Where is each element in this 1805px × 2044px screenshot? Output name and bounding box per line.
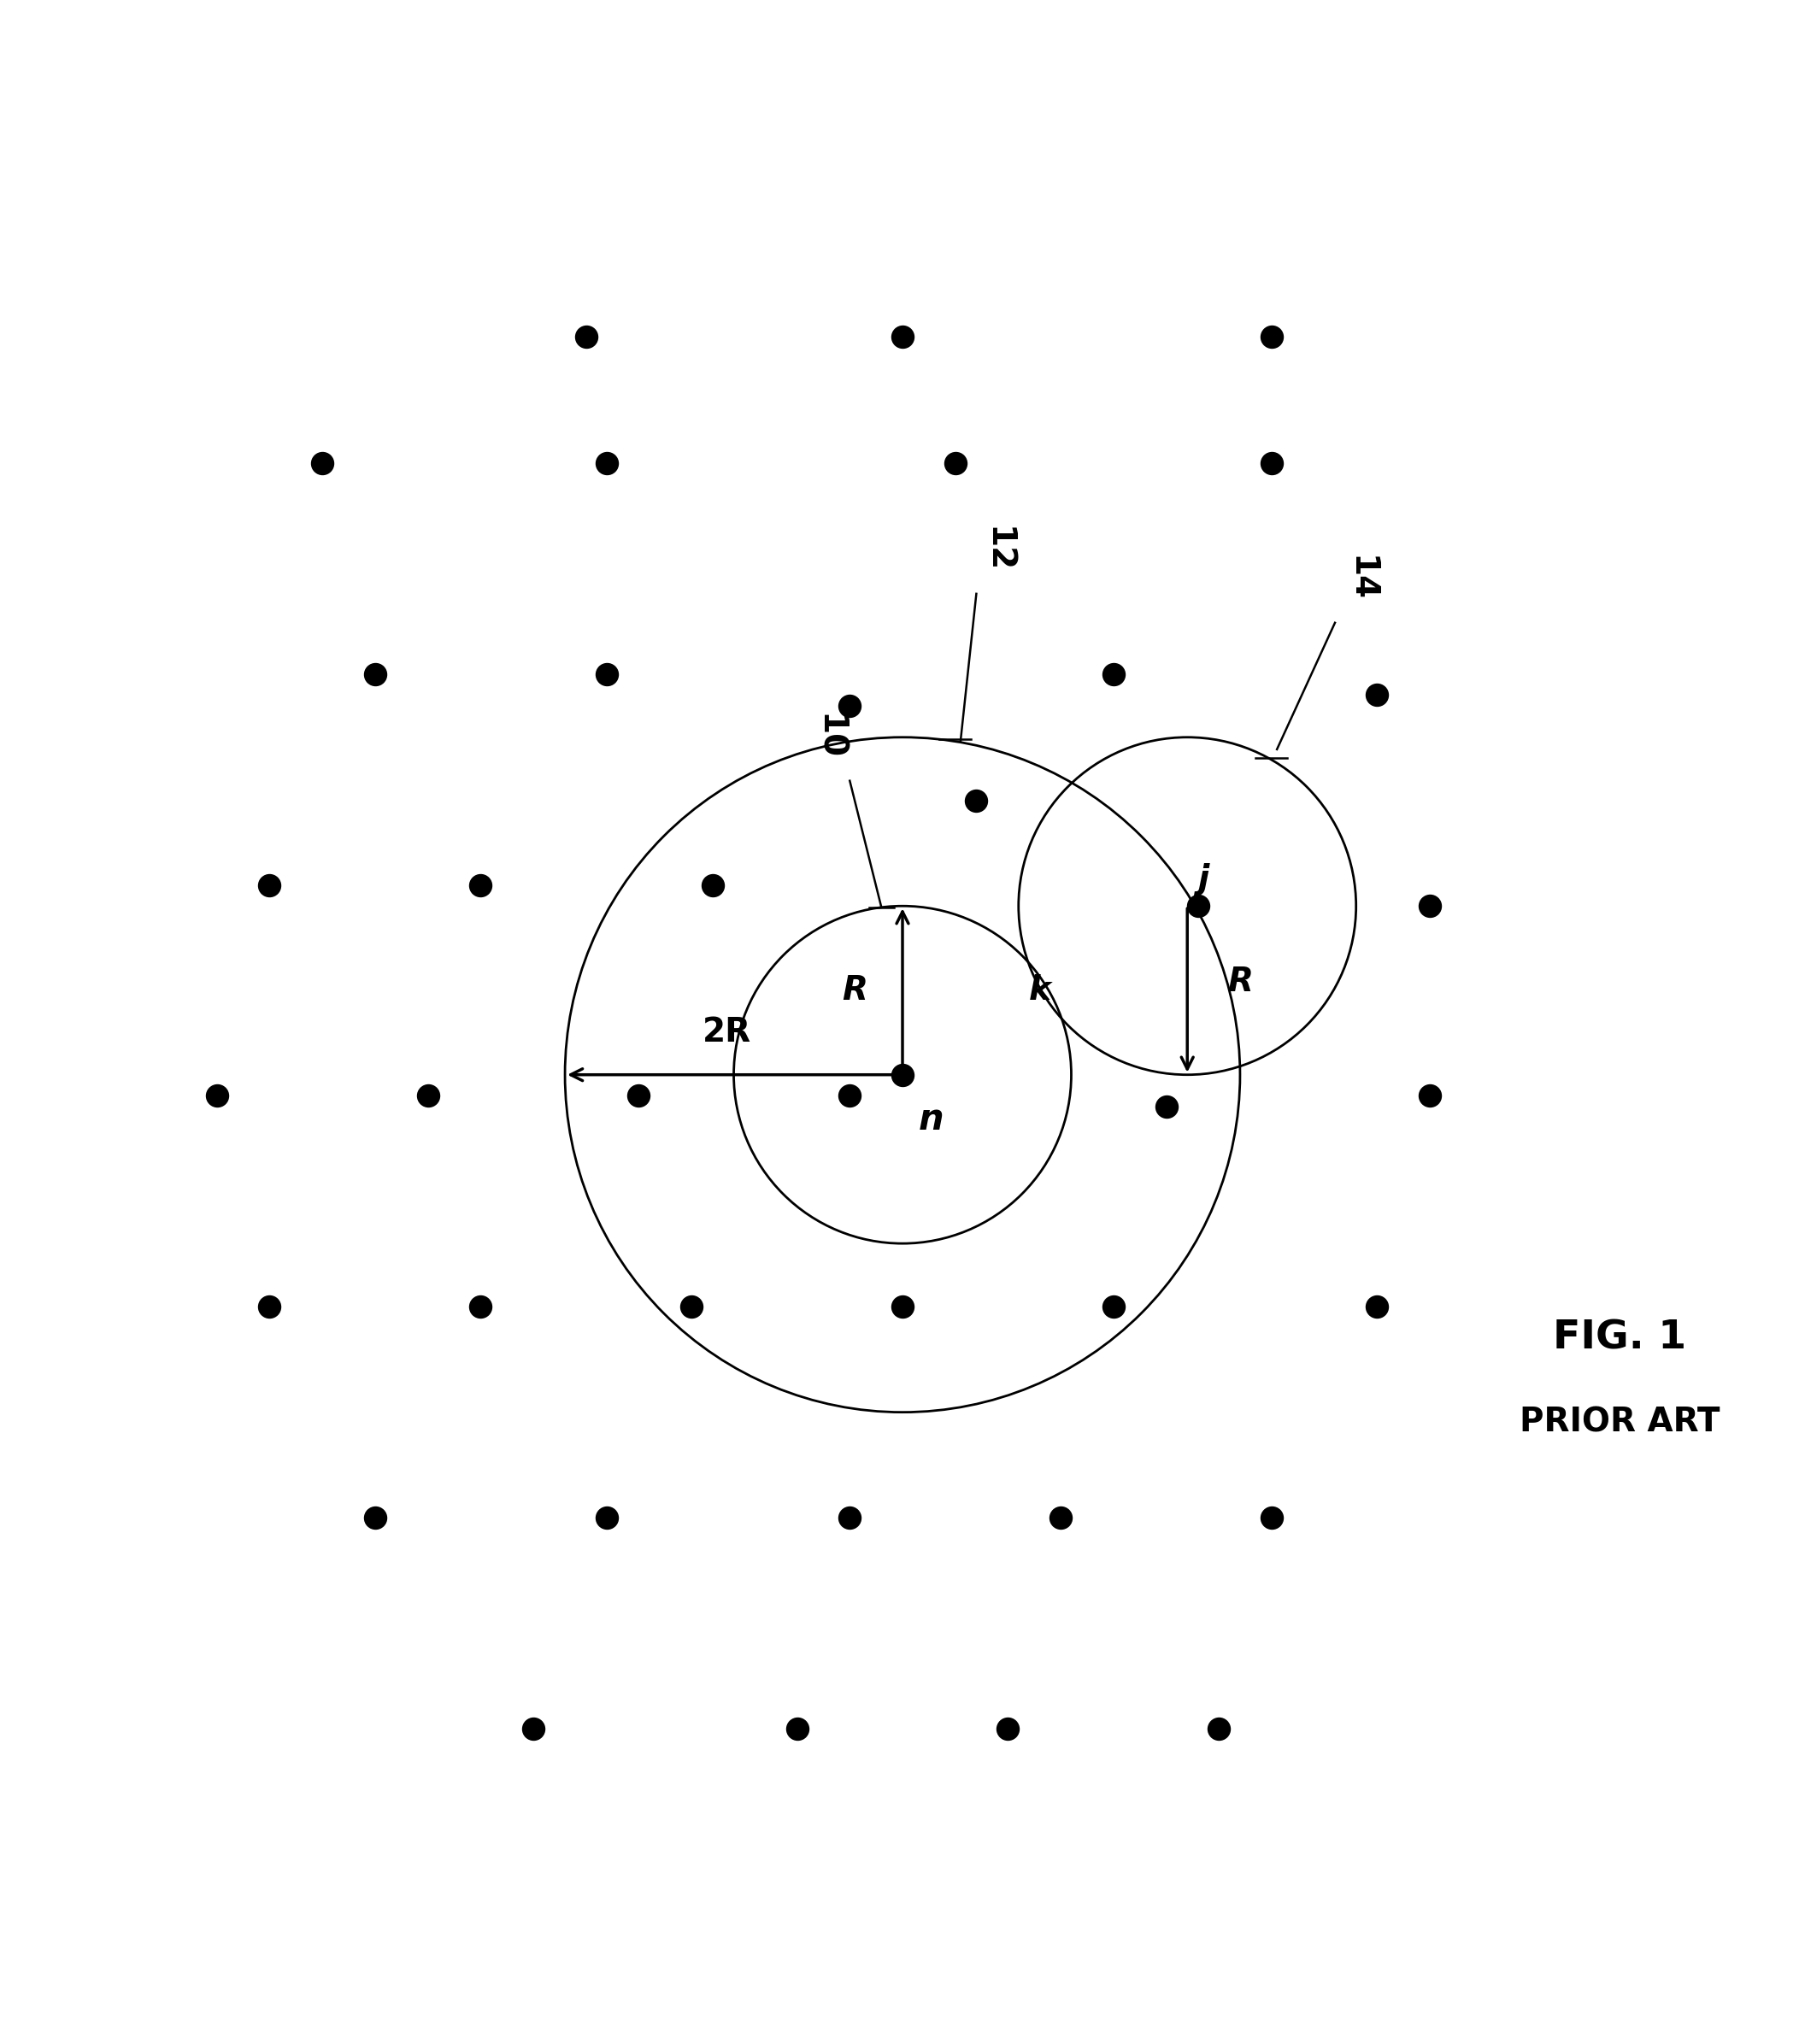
Text: FIG. 1: FIG. 1 <box>1552 1318 1686 1357</box>
Text: R: R <box>1227 965 1253 997</box>
Text: k: k <box>1029 975 1051 1008</box>
Point <box>202 1079 231 1112</box>
Point <box>1258 321 1287 354</box>
Point <box>1184 889 1213 922</box>
Point <box>466 1290 495 1322</box>
Point <box>592 448 621 480</box>
Point <box>466 869 495 901</box>
Point <box>518 1713 547 1746</box>
Point <box>1099 658 1128 691</box>
Point <box>1258 1502 1287 1535</box>
Point <box>255 1290 283 1322</box>
Point <box>1152 1089 1180 1122</box>
Point <box>677 1290 706 1322</box>
Text: PRIOR ART: PRIOR ART <box>1520 1406 1720 1439</box>
Point <box>1047 1502 1076 1535</box>
Point <box>1363 1290 1392 1322</box>
Point <box>309 448 338 480</box>
Point <box>699 869 727 901</box>
Text: j: j <box>1199 863 1209 895</box>
Point <box>1099 1290 1128 1322</box>
Text: 12: 12 <box>982 525 1014 572</box>
Point <box>625 1079 653 1112</box>
Point <box>592 1502 621 1535</box>
Point <box>413 1079 442 1112</box>
Point <box>836 689 865 722</box>
Point <box>255 869 283 901</box>
Point <box>993 1713 1022 1746</box>
Point <box>592 658 621 691</box>
Point <box>836 1502 865 1535</box>
Point <box>940 448 969 480</box>
Text: 10: 10 <box>812 713 845 760</box>
Point <box>361 1502 390 1535</box>
Point <box>783 1713 812 1746</box>
Point <box>888 1290 917 1322</box>
Point <box>1204 1713 1233 1746</box>
Text: 2R: 2R <box>702 1016 751 1049</box>
Text: 14: 14 <box>1345 556 1377 601</box>
Point <box>836 1079 865 1112</box>
Point <box>888 1059 917 1091</box>
Text: n: n <box>919 1102 944 1136</box>
Point <box>1363 679 1392 711</box>
Point <box>572 321 601 354</box>
Point <box>962 785 991 818</box>
Point <box>1258 448 1287 480</box>
Point <box>1415 889 1444 922</box>
Point <box>888 321 917 354</box>
Point <box>361 658 390 691</box>
Point <box>1415 1079 1444 1112</box>
Text: R: R <box>843 975 868 1006</box>
